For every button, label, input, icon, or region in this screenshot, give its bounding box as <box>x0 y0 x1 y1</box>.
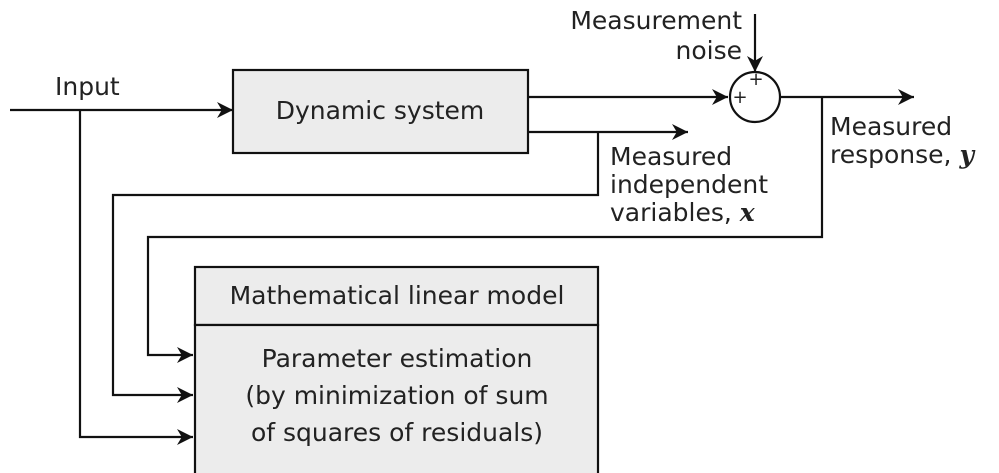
input-label: Input <box>55 72 120 101</box>
plus-sign: + <box>732 87 747 108</box>
independent-text: variables, <box>610 198 732 227</box>
plus-sign: + <box>748 69 763 90</box>
model-body-text: Parameter estimation <box>262 344 533 373</box>
sum-junction <box>728 70 782 124</box>
model-body-text: of squares of residuals) <box>251 418 543 447</box>
system-box <box>231 68 530 155</box>
wires <box>10 14 914 445</box>
independent-variable: x <box>739 198 756 227</box>
y-feedback <box>146 97 824 363</box>
model-title: Mathematical linear model <box>230 281 565 310</box>
model-body <box>193 323 600 473</box>
x-feedback <box>111 132 600 403</box>
response-variable: y <box>958 140 975 169</box>
input-feedback <box>78 110 193 445</box>
independent-label: Measured <box>610 142 732 171</box>
model-header <box>193 265 600 327</box>
noise-label: Measurement <box>570 6 742 35</box>
model-body-text: (by minimization of sum <box>245 381 548 410</box>
response-text: response, <box>830 140 952 169</box>
response-label: Measured <box>830 112 952 141</box>
system-label: Dynamic system <box>276 96 485 125</box>
independent-label: independent <box>610 170 768 199</box>
noise-label: noise <box>676 36 743 65</box>
independent-label: variables, x <box>610 198 756 228</box>
response-label: response, y <box>830 140 975 170</box>
